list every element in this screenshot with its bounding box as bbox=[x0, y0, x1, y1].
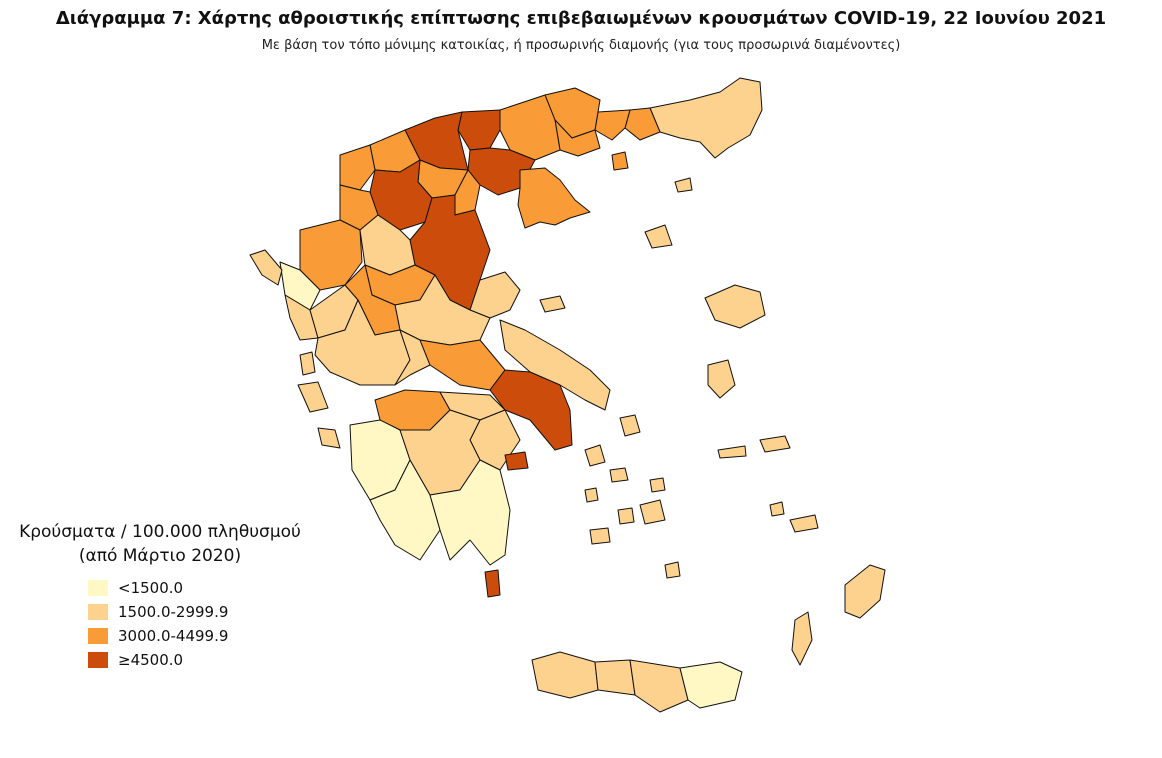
legend-title-line2: (από Μάρτιο 2020) bbox=[78, 546, 242, 566]
region-thasos bbox=[611, 151, 629, 171]
legend-item: <1500.0 bbox=[88, 576, 330, 600]
region-evros bbox=[649, 77, 763, 159]
map-subtitle: Με βάση τον τόπο μόνιμης κατοικίας, ή πρ… bbox=[261, 38, 901, 53]
legend-items: <1500.0 1500.0-2999.9 3000.0-4499.9 ≥450… bbox=[88, 576, 330, 672]
region-aegina bbox=[504, 451, 529, 471]
region-syros bbox=[584, 487, 599, 503]
region-kastoria bbox=[339, 144, 376, 191]
region-xanthi bbox=[594, 109, 631, 141]
region-lakonia bbox=[429, 459, 511, 566]
legend-label: <1500.0 bbox=[118, 579, 184, 597]
map-title: Διάγραμμα 7: Χάρτης αθροιστικής επίπτωση… bbox=[55, 8, 1107, 29]
region-naxos bbox=[639, 499, 666, 525]
region-kalymnos bbox=[769, 501, 785, 517]
region-kos bbox=[789, 514, 819, 533]
region-ikaria bbox=[717, 445, 747, 459]
region-kefallinia bbox=[297, 381, 329, 413]
region-rodos bbox=[844, 564, 886, 619]
region-kerkyra bbox=[249, 249, 283, 286]
legend-label: 1500.0-2999.9 bbox=[118, 603, 229, 621]
legend-title-line1: Κρούσματα / 100.000 πληθυσμού bbox=[19, 522, 301, 542]
legend-swatch bbox=[88, 580, 108, 596]
legend-swatch bbox=[88, 628, 108, 644]
region-rodopi bbox=[624, 107, 661, 141]
region-zakynthos bbox=[317, 427, 341, 449]
region-skopelos bbox=[539, 295, 566, 313]
region-serres bbox=[499, 94, 561, 161]
region-milos bbox=[589, 527, 611, 545]
legend-swatch bbox=[88, 604, 108, 620]
region-paros bbox=[617, 507, 635, 525]
legend-item: 1500.0-2999.9 bbox=[88, 600, 330, 624]
region-chios bbox=[707, 359, 736, 399]
legend-swatch bbox=[88, 652, 108, 668]
region-samothraki bbox=[674, 177, 693, 193]
region-andros bbox=[584, 444, 606, 467]
region-attiki bbox=[489, 369, 573, 451]
map-legend: Κρούσματα / 100.000 πληθυσμού (από Μάρτι… bbox=[10, 520, 330, 672]
region-tinos bbox=[609, 467, 629, 483]
region-samos bbox=[759, 435, 791, 453]
region-chania bbox=[531, 651, 599, 699]
region-karpathos bbox=[791, 611, 813, 666]
region-santorini bbox=[664, 561, 681, 579]
region-evia bbox=[499, 319, 611, 411]
region-lesvos bbox=[704, 284, 766, 329]
region-skyros bbox=[619, 414, 641, 437]
legend-label: ≥4500.0 bbox=[118, 651, 184, 669]
region-limnos bbox=[644, 224, 673, 249]
region-rethymno bbox=[594, 659, 636, 696]
region-viotia bbox=[419, 339, 506, 391]
region-kythira bbox=[484, 569, 501, 598]
region-mykonos bbox=[649, 477, 666, 493]
region-lasithi bbox=[679, 661, 743, 709]
region-irakleio bbox=[629, 659, 689, 713]
region-preveza bbox=[284, 294, 319, 341]
legend-item: 3000.0-4499.9 bbox=[88, 624, 330, 648]
region-chalkidiki bbox=[517, 167, 591, 229]
legend-item: ≥4500.0 bbox=[88, 648, 330, 672]
legend-label: 3000.0-4499.9 bbox=[118, 627, 229, 645]
region-kilkis bbox=[457, 109, 501, 151]
region-lefkada bbox=[299, 351, 316, 376]
